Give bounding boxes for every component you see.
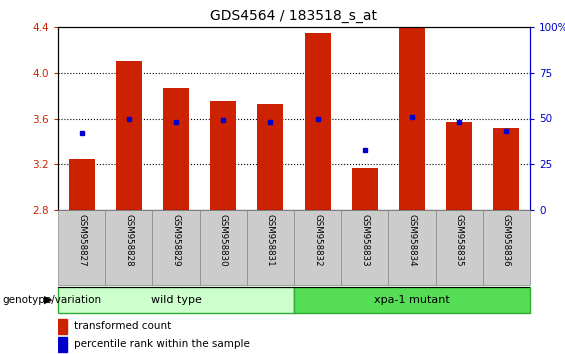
Bar: [446, 122, 472, 210]
Text: GSM958833: GSM958833: [360, 214, 370, 266]
Bar: [483, 210, 530, 285]
Bar: [294, 287, 530, 313]
Text: ▶: ▶: [44, 295, 53, 305]
Text: GSM958828: GSM958828: [124, 214, 133, 266]
Text: GSM958836: GSM958836: [502, 214, 511, 266]
Text: percentile rank within the sample: percentile rank within the sample: [73, 339, 249, 349]
Bar: [493, 128, 519, 210]
Text: GSM958835: GSM958835: [455, 214, 464, 266]
Text: GSM958830: GSM958830: [219, 214, 228, 266]
Text: transformed count: transformed count: [73, 321, 171, 331]
Bar: [116, 61, 142, 210]
Bar: [436, 210, 483, 285]
Bar: [163, 88, 189, 210]
Text: GSM958827: GSM958827: [77, 214, 86, 266]
Bar: [199, 210, 247, 285]
Text: GSM958831: GSM958831: [266, 214, 275, 266]
Title: GDS4564 / 183518_s_at: GDS4564 / 183518_s_at: [211, 9, 377, 23]
Bar: [105, 210, 153, 285]
Bar: [399, 27, 425, 210]
Bar: [58, 337, 67, 352]
Bar: [153, 210, 199, 285]
Bar: [258, 104, 284, 210]
Bar: [352, 168, 378, 210]
Text: wild type: wild type: [150, 295, 202, 305]
Bar: [388, 210, 436, 285]
Bar: [305, 33, 331, 210]
Bar: [247, 210, 294, 285]
Text: genotype/variation: genotype/variation: [3, 295, 102, 305]
Bar: [210, 101, 236, 210]
Text: GSM958829: GSM958829: [172, 214, 180, 266]
Text: GSM958832: GSM958832: [313, 214, 322, 266]
Bar: [68, 159, 94, 210]
Bar: [58, 287, 294, 313]
Text: xpa-1 mutant: xpa-1 mutant: [374, 295, 450, 305]
Bar: [294, 210, 341, 285]
Bar: [58, 210, 105, 285]
Bar: [58, 319, 67, 334]
Bar: [341, 210, 388, 285]
Text: GSM958834: GSM958834: [407, 214, 416, 266]
